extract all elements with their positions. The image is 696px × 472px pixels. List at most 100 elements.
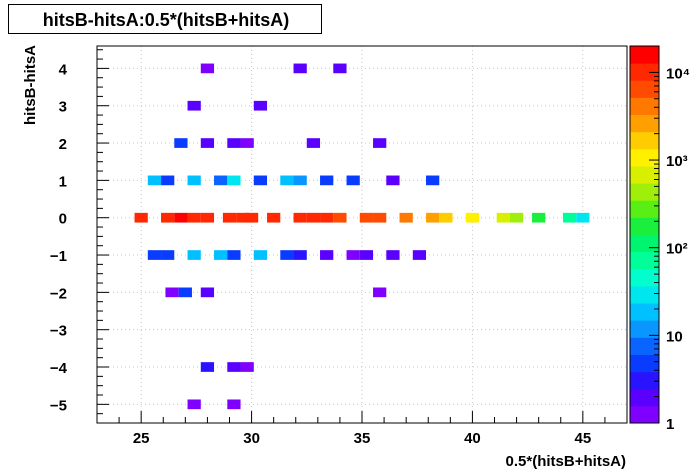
palette-swatch (630, 234, 659, 253)
palette-swatch (630, 371, 659, 390)
palette-swatch (630, 165, 659, 184)
heatmap-cell (333, 63, 347, 74)
palette-tick-label: 10² (666, 241, 688, 258)
heatmap-cell (227, 362, 241, 372)
heatmap-cell (509, 212, 524, 223)
heatmap-cell (244, 212, 259, 223)
heatmap-cell (373, 212, 387, 223)
x-tick-label: 45 (574, 430, 591, 447)
heatmap-cell (465, 212, 480, 223)
x-tick-label: 30 (243, 430, 260, 447)
heatmap-cell (293, 175, 307, 186)
heatmap-cell (412, 250, 427, 260)
heatmap-cell (359, 212, 374, 223)
x-axis-label: 0.5*(hitsB+hitsA) (506, 453, 626, 470)
palette-swatch (630, 251, 659, 270)
heatmap-cell (253, 175, 268, 186)
palette-swatch (630, 183, 659, 201)
heatmap-cell (200, 138, 215, 148)
heatmap-cell (253, 100, 268, 111)
y-tick-label: −4 (50, 360, 68, 377)
heatmap-cell (306, 212, 321, 223)
heatmap-cell (227, 399, 241, 410)
heatmap-cell (439, 212, 453, 223)
heatmap-cell (426, 212, 440, 223)
palette-swatch (630, 114, 659, 133)
heatmap-cell (200, 212, 215, 223)
heatmap-cell (532, 212, 546, 223)
y-tick-label: −5 (50, 397, 67, 414)
heatmap-cell (293, 212, 307, 223)
heatmap-cell (214, 250, 228, 260)
y-tick-label: −1 (50, 248, 67, 265)
heatmap-cell (200, 287, 215, 298)
palette-swatch (630, 63, 659, 81)
palette-frame (629, 45, 660, 424)
heatmap-cell (346, 175, 360, 186)
y-tick-label: 2 (59, 136, 67, 153)
palette-swatch (630, 285, 659, 304)
palette-swatch (630, 200, 659, 218)
palette-tick-label: 10⁴ (666, 65, 690, 82)
heatmap-cell (165, 287, 179, 298)
heatmap-cell (187, 212, 201, 223)
heatmap-cell (386, 250, 400, 260)
heatmap-cell (399, 212, 413, 223)
heatmap-cell (373, 138, 387, 148)
y-tick-label: −2 (50, 285, 67, 302)
heatmap-cell (161, 212, 175, 223)
heatmap-cell (227, 175, 241, 186)
heatmap-cell (222, 212, 237, 223)
y-axis-label: hitsB-hitsA (22, 45, 39, 125)
heatmap-cell (200, 362, 215, 372)
color-scale: 1 10 10² 10³ 10⁴ (629, 45, 690, 433)
heatmap-cell (236, 212, 250, 223)
palette-swatch (630, 217, 659, 235)
heatmap-cell (240, 362, 254, 372)
heatmap-cell (214, 175, 228, 186)
axes: 25 30 35 40 45 −5 −4 −3 −2 −1 0 1 2 3 4 (50, 45, 628, 447)
heatmap-cell (200, 63, 215, 74)
palette-swatch (630, 131, 659, 150)
heatmap-cell (227, 250, 241, 260)
heatmap-cell (178, 287, 192, 298)
heatmap-cell (253, 250, 268, 260)
palette-swatch (630, 46, 659, 64)
palette-swatch (630, 303, 659, 321)
heatmap-cell (240, 138, 254, 148)
heatmap-cell (320, 212, 334, 223)
heatmap-cell (280, 250, 294, 260)
chart-title: hitsB-hitsA:0.5*(hitsB+hitsA) (42, 10, 290, 30)
heatmap-cell (320, 175, 334, 186)
heatmap-cell (147, 250, 162, 260)
heatmap-cell (187, 100, 201, 111)
x-tick-label: 40 (464, 430, 481, 447)
x-tick-label: 25 (133, 430, 150, 447)
heatmap-cell (306, 138, 321, 148)
heatmap-cells (134, 63, 590, 410)
heatmap-cell (333, 212, 347, 223)
y-tick-label: −3 (50, 323, 67, 340)
heatmap-cell (293, 63, 307, 74)
palette-swatch (630, 354, 659, 373)
y-tick-label: 1 (59, 173, 67, 190)
heatmap-cell (562, 212, 577, 223)
heatmap-cell (174, 138, 188, 148)
y-tick-label: 3 (59, 99, 67, 116)
heatmap-cell (346, 250, 360, 260)
heatmap-cell (496, 212, 510, 223)
heatmap-cell (359, 250, 374, 260)
heatmap-cell (576, 212, 590, 223)
chart-title-box: hitsB-hitsA:0.5*(hitsB+hitsA) (8, 4, 322, 34)
palette-tick-label: 1 (666, 416, 674, 433)
palette-swatch (630, 97, 659, 116)
heatmap-cell (187, 250, 201, 260)
heatmap-cell (280, 175, 294, 186)
heatmap-cell (187, 175, 201, 186)
heatmap-cell (227, 138, 241, 148)
heatmap-cell (267, 212, 281, 223)
palette-swatch (630, 148, 659, 167)
grid-lines (97, 46, 627, 423)
y-tick-label: 4 (59, 61, 68, 78)
